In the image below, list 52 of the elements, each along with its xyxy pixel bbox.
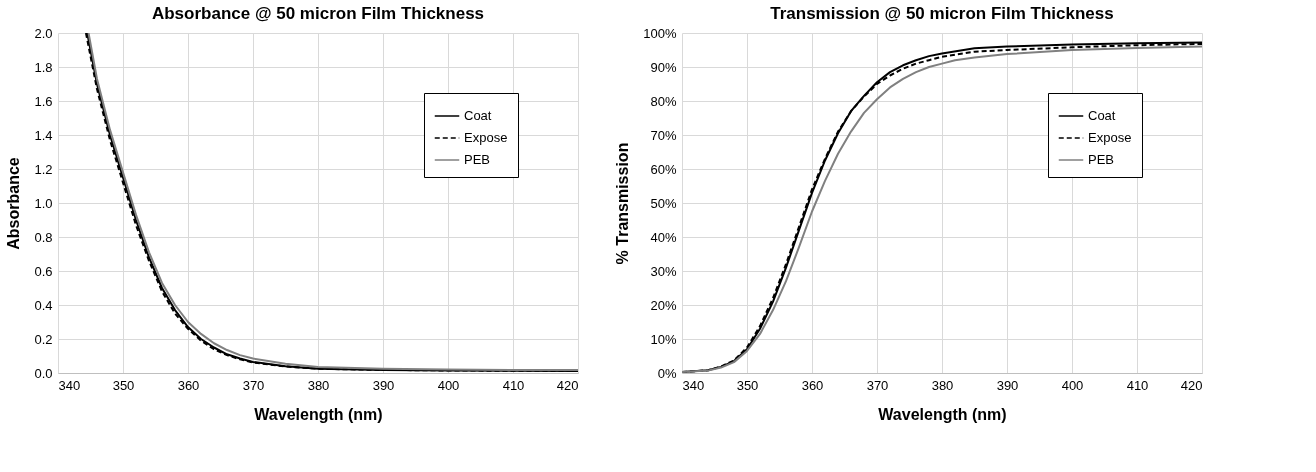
y-tick-label: 30% [650,263,677,279]
y-tick-label: 50% [650,195,677,211]
x-tick-label: 400 [1061,377,1084,393]
chart-title: Transmission @ 50 micron Film Thickness [770,4,1114,23]
y-tick-label: 10% [650,331,677,347]
y-tick-label: 40% [650,229,677,245]
y-tick-label: 0.0 [34,365,53,381]
y-tick-label: 70% [650,127,677,143]
x-tick-label: 380 [307,377,330,393]
x-tick-label: 380 [931,377,954,393]
y-tick-label: 80% [650,93,677,109]
x-axis-title: Wavelength (nm) [878,405,1007,423]
y-tick-label: 90% [650,59,677,75]
x-tick-label: 410 [502,377,525,393]
x-tick-label: 370 [242,377,265,393]
y-tick-label: 1.0 [34,195,53,211]
legend-label: PEB [464,152,491,167]
y-tick-label: 0% [657,365,677,381]
x-tick-label: 350 [736,377,759,393]
y-tick-label: 1.8 [34,59,53,75]
x-tick-label: 360 [801,377,824,393]
y-tick-label: 60% [650,161,677,177]
chart-title: Absorbance @ 50 micron Film Thickness [151,4,485,23]
y-tick-label: 0.2 [34,331,53,347]
x-tick-label: 420 [556,377,579,393]
y-tick-label: 100% [643,25,677,41]
y-tick-label: 0.6 [34,263,53,279]
x-tick-label: 420 [1180,377,1203,393]
y-tick-label: 20% [650,297,677,313]
x-tick-label: 390 [996,377,1019,393]
x-tick-label: 350 [112,377,135,393]
legend-label: Coat [464,108,492,123]
x-tick-label: 360 [177,377,200,393]
y-tick-label: 1.4 [34,127,53,143]
x-tick-label: 340 [682,377,705,393]
x-tick-label: 400 [437,377,460,393]
y-tick-label: 0.4 [34,297,53,313]
y-axis-title: % Transmission [614,142,632,265]
legend-label: Expose [464,130,508,145]
x-axis-title: Wavelength (nm) [254,405,383,423]
legend-label: Coat [1088,108,1116,123]
y-axis-title: Absorbance [5,157,23,250]
x-tick-label: 370 [866,377,889,393]
y-tick-label: 0.8 [34,229,53,245]
x-tick-label: 390 [372,377,395,393]
y-tick-label: 2.0 [34,25,53,41]
legend-label: Expose [1088,130,1132,145]
y-tick-label: 1.6 [34,93,53,109]
y-tick-label: 1.2 [34,161,53,177]
legend-label: PEB [1088,152,1115,167]
x-tick-label: 410 [1126,377,1149,393]
x-tick-label: 340 [58,377,81,393]
